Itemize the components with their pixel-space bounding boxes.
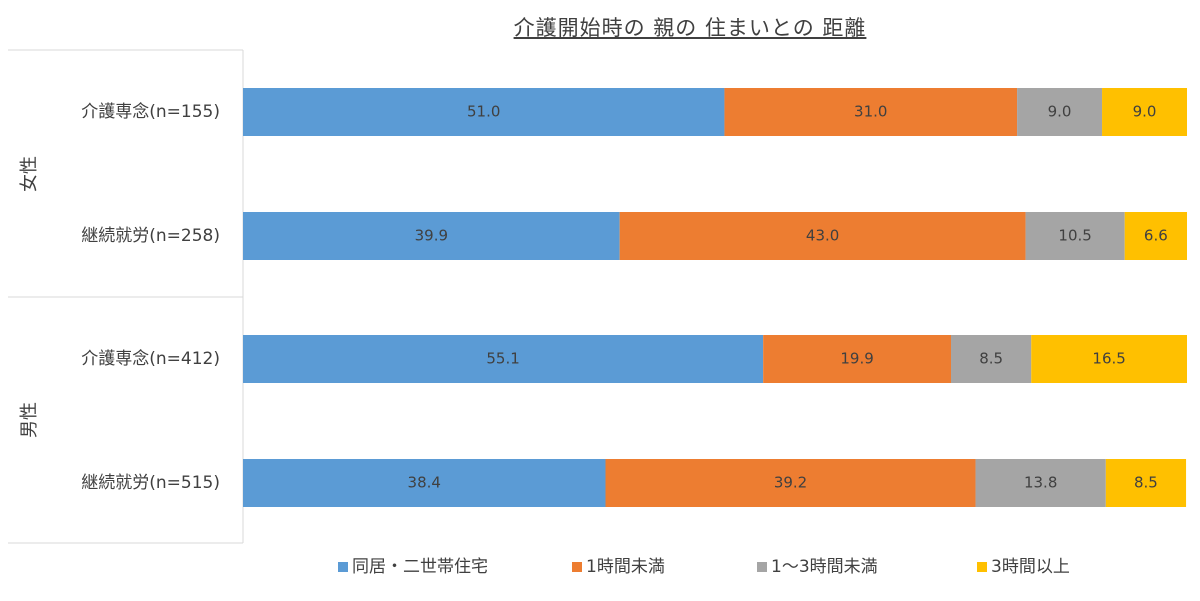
bar-3-series-2 xyxy=(763,335,951,383)
bar-1-series-4 xyxy=(1102,88,1187,136)
data-label-3-series-4: 16.5 xyxy=(1092,350,1125,368)
bar-3-series-1 xyxy=(243,335,764,383)
data-label-2-series-2: 43.0 xyxy=(806,227,839,245)
bar-2-series-1 xyxy=(243,212,620,260)
data-label-3-series-1: 55.1 xyxy=(486,350,519,368)
legend-label-2: 1時間未満 xyxy=(586,557,665,577)
data-label-4-series-2: 39.2 xyxy=(774,474,807,492)
data-label-2-series-4: 6.6 xyxy=(1144,227,1168,245)
data-label-4-series-3: 13.8 xyxy=(1024,474,1057,492)
bar-4-series-3 xyxy=(975,459,1106,507)
legend-swatch-4 xyxy=(977,562,987,572)
legend-swatch-3 xyxy=(757,562,767,572)
group-label-1: 女性 xyxy=(19,156,40,192)
bar-3-series-4 xyxy=(1031,335,1187,383)
bar-3-series-3 xyxy=(951,335,1032,383)
category-label-1: 介護専念(n=155) xyxy=(81,101,220,122)
legend-label-1: 同居・二世帯住宅 xyxy=(352,557,488,577)
legend-swatch-2 xyxy=(572,562,582,572)
legend-swatch-1 xyxy=(338,562,348,572)
bar-2-series-2 xyxy=(619,212,1026,260)
data-label-1-series-4: 9.0 xyxy=(1133,103,1157,121)
bar-1-series-3 xyxy=(1017,88,1103,136)
data-label-4-series-4: 8.5 xyxy=(1134,474,1158,492)
data-label-4-series-1: 38.4 xyxy=(408,474,441,492)
bar-2-series-3 xyxy=(1025,212,1125,260)
data-label-2-series-3: 10.5 xyxy=(1058,227,1091,245)
data-label-3-series-2: 19.9 xyxy=(840,350,873,368)
bar-4-series-2 xyxy=(605,459,976,507)
data-label-2-series-1: 39.9 xyxy=(415,227,448,245)
bar-1-series-1 xyxy=(243,88,725,136)
group-label-2: 男性 xyxy=(19,402,40,438)
data-label-1-series-3: 9.0 xyxy=(1048,103,1072,121)
data-label-1-series-1: 51.0 xyxy=(467,103,500,121)
data-label-3-series-3: 8.5 xyxy=(979,350,1003,368)
bar-2-series-4 xyxy=(1124,212,1187,260)
bar-4-series-4 xyxy=(1105,459,1187,507)
legend-label-4: 3時間以上 xyxy=(991,557,1070,577)
category-label-3: 介護専念(n=412) xyxy=(81,348,220,369)
category-label-2: 継続就労(n=258) xyxy=(81,226,220,246)
data-label-1-series-2: 31.0 xyxy=(854,103,887,121)
bar-1-series-2 xyxy=(724,88,1018,136)
chart-title: 介護開始時の 親の 住まいとの 距離 xyxy=(513,16,867,40)
legend-label-3: 1～3時間未満 xyxy=(771,557,878,577)
bar-4-series-1 xyxy=(243,459,606,507)
category-label-4: 継続就労(n=515) xyxy=(81,473,220,493)
